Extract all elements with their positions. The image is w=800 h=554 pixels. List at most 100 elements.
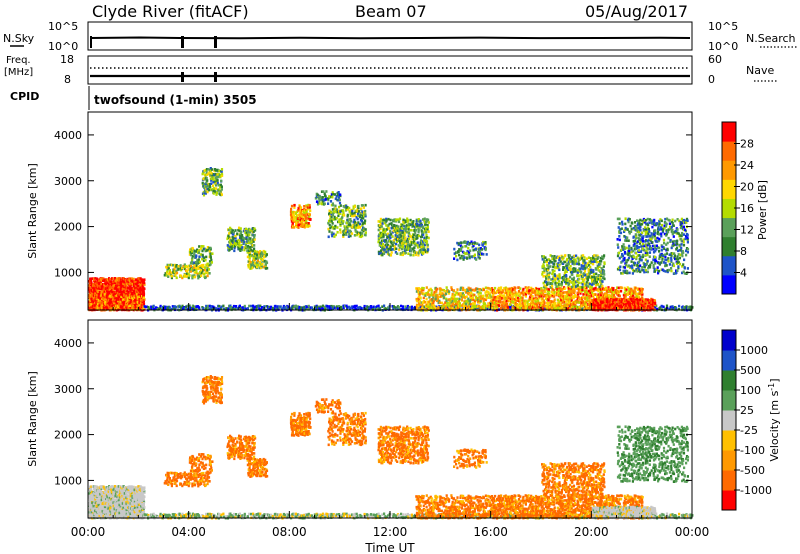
power-cell: [385, 219, 388, 222]
power-cell: [498, 294, 501, 298]
power-cell: [351, 212, 354, 216]
power-cell: [427, 218, 430, 222]
power-cell: [404, 229, 407, 233]
power-cell: [320, 190, 324, 193]
power-cell: [354, 220, 357, 224]
power-cell: [138, 303, 141, 307]
power-cell: [582, 295, 585, 299]
power-cell: [471, 306, 474, 310]
power-cell: [290, 217, 293, 221]
power-cell: [334, 224, 337, 228]
power-cell: [433, 292, 436, 295]
power-cell: [412, 220, 415, 223]
power-cell: [386, 225, 389, 229]
power-cell: [564, 291, 567, 294]
power-cell: [264, 250, 267, 254]
power-cell: [445, 297, 448, 301]
power-cell: [203, 182, 206, 186]
power-cell: [551, 306, 554, 309]
power-cell: [97, 290, 100, 294]
power-cell: [671, 307, 674, 311]
power-cell: [359, 211, 362, 215]
power-cell: [88, 290, 91, 293]
power-cell: [554, 301, 557, 305]
power-cell: [219, 183, 222, 187]
power-cell: [181, 266, 184, 270]
power-cell: [199, 247, 202, 250]
power-cell: [254, 252, 257, 255]
power-cell: [293, 226, 296, 229]
power-cell: [355, 216, 358, 219]
power-cell: [429, 306, 432, 309]
power-cell: [398, 217, 402, 221]
power-cell: [261, 306, 264, 310]
power-cell: [331, 222, 334, 225]
power-cell: [231, 231, 234, 234]
power-cell: [115, 296, 118, 300]
power-cell: [132, 299, 135, 302]
power-cell: [496, 305, 499, 308]
power-cell: [529, 297, 532, 301]
power-cell: [356, 217, 359, 221]
power-cell: [354, 226, 358, 229]
power-cell: [142, 292, 146, 296]
power-cell: [183, 263, 186, 266]
power-cell: [499, 288, 502, 291]
power-cell: [416, 251, 419, 254]
power-cell: [346, 208, 350, 211]
power-cell: [110, 280, 113, 283]
power-cell: [140, 296, 143, 300]
power-cell: [401, 245, 404, 249]
power-cell: [227, 307, 230, 310]
power-cell: [103, 297, 107, 301]
power-cell: [480, 306, 483, 309]
power-cell: [175, 276, 178, 280]
power-cell: [346, 213, 349, 217]
power-cell: [423, 250, 426, 254]
power-cell: [220, 172, 224, 176]
power-cell: [166, 267, 169, 271]
power-cell: [137, 284, 140, 288]
power-cell: [409, 235, 412, 238]
power-cell: [209, 255, 212, 258]
power-cell: [291, 306, 294, 310]
power-cell: [390, 226, 393, 230]
power-cell: [127, 296, 130, 299]
power-cell: [200, 245, 203, 248]
power-cell: [463, 301, 466, 305]
power-cell: [134, 286, 137, 289]
power-cell: [336, 211, 339, 214]
power-cell: [470, 294, 473, 297]
power-cell: [600, 290, 603, 293]
power-cell: [457, 308, 460, 311]
power-cell: [339, 228, 342, 231]
power-cell: [137, 305, 140, 308]
power-cell: [109, 284, 112, 288]
power-cell: [142, 278, 145, 282]
power-cell: [585, 286, 588, 289]
power-cell: [156, 308, 159, 311]
power-cell: [605, 293, 608, 297]
power-cell: [586, 298, 589, 301]
power-cell: [334, 197, 337, 201]
power-cell: [436, 297, 439, 300]
power-cell: [243, 240, 246, 244]
power-cell: [299, 218, 302, 222]
power-cell: [412, 235, 415, 239]
power-cell: [400, 247, 404, 251]
power-cell: [567, 300, 570, 303]
power-cell: [451, 299, 454, 303]
power-cell: [241, 306, 244, 309]
power-cell: [349, 229, 352, 233]
power-cell: [198, 255, 201, 258]
power-cell: [420, 235, 423, 238]
power-cell: [485, 296, 488, 300]
power-cell: [352, 220, 355, 224]
power-cell: [401, 307, 404, 311]
power-cell: [489, 293, 492, 297]
power-cell: [546, 307, 549, 310]
power-cell: [205, 255, 208, 259]
power-cell: [441, 292, 444, 295]
power-cell: [150, 305, 153, 309]
power-cell: [408, 233, 411, 237]
